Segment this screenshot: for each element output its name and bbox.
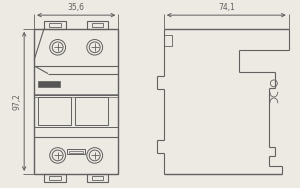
Text: 97,2: 97,2 — [12, 93, 21, 110]
Bar — [92, 23, 104, 27]
Bar — [75, 97, 108, 125]
Bar — [49, 23, 61, 27]
Bar — [92, 176, 104, 180]
Bar — [38, 97, 71, 125]
Bar — [87, 174, 108, 182]
Bar — [67, 149, 85, 155]
Bar — [44, 21, 66, 29]
Bar — [87, 21, 108, 29]
Bar — [34, 29, 118, 174]
Bar — [38, 81, 60, 87]
Text: 74,1: 74,1 — [218, 3, 235, 12]
Bar — [49, 176, 61, 180]
Text: 35,6: 35,6 — [68, 3, 85, 12]
Bar — [44, 174, 66, 182]
Bar — [69, 151, 83, 152]
Bar — [164, 35, 172, 46]
